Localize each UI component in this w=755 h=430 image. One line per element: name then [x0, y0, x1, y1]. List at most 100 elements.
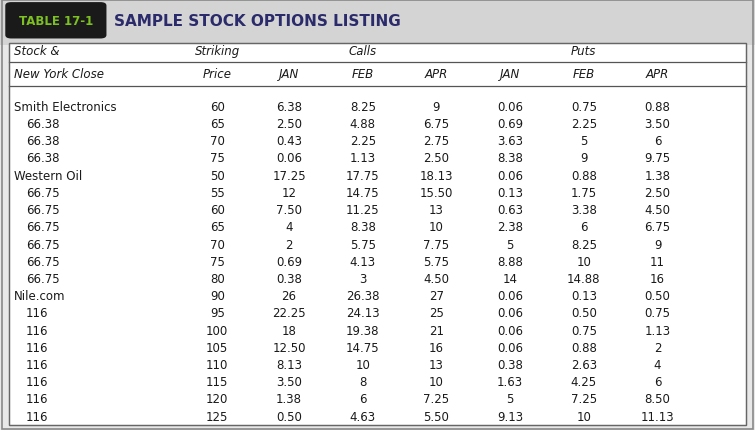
Text: 8.38: 8.38: [350, 221, 376, 234]
FancyBboxPatch shape: [0, 0, 755, 46]
Text: 2.63: 2.63: [571, 358, 597, 371]
Text: 116: 116: [26, 324, 48, 337]
Text: 6.75: 6.75: [424, 118, 449, 131]
Text: 2.75: 2.75: [424, 135, 449, 148]
Text: 11: 11: [650, 255, 665, 268]
Text: 0.75: 0.75: [571, 101, 596, 114]
Text: 6.75: 6.75: [645, 221, 670, 234]
Text: 0.06: 0.06: [497, 307, 523, 319]
Text: 116: 116: [26, 341, 48, 354]
Text: 13: 13: [429, 358, 444, 371]
Text: 2.38: 2.38: [497, 221, 523, 234]
Text: 10: 10: [429, 375, 444, 388]
Text: 5.75: 5.75: [424, 255, 449, 268]
Text: 4.63: 4.63: [350, 410, 376, 423]
Text: 6: 6: [654, 135, 661, 148]
Text: 6.38: 6.38: [276, 101, 302, 114]
Text: 5.50: 5.50: [424, 410, 449, 423]
Text: 26: 26: [282, 289, 297, 302]
Text: 16: 16: [429, 341, 444, 354]
Text: 8.13: 8.13: [276, 358, 302, 371]
Text: 3.63: 3.63: [497, 135, 523, 148]
Text: 116: 116: [26, 410, 48, 423]
Text: 0.13: 0.13: [571, 289, 596, 302]
Text: 66.75: 66.75: [26, 203, 60, 217]
Text: FEB: FEB: [352, 68, 374, 81]
Text: 75: 75: [210, 152, 225, 165]
Text: 17.75: 17.75: [346, 169, 380, 182]
Text: 7.25: 7.25: [424, 393, 449, 405]
Text: 0.75: 0.75: [571, 324, 596, 337]
Text: 24.13: 24.13: [346, 307, 380, 319]
Text: 70: 70: [210, 135, 225, 148]
Text: 116: 116: [26, 393, 48, 405]
Text: 0.50: 0.50: [571, 307, 596, 319]
Text: JAN: JAN: [279, 68, 299, 81]
Text: 66.75: 66.75: [26, 272, 60, 285]
Text: 60: 60: [210, 203, 225, 217]
Text: 66.38: 66.38: [26, 152, 59, 165]
Text: 116: 116: [26, 307, 48, 319]
Text: 4.88: 4.88: [350, 118, 376, 131]
Text: 0.06: 0.06: [497, 101, 523, 114]
Text: 0.43: 0.43: [276, 135, 302, 148]
Text: 3: 3: [359, 272, 366, 285]
Text: 18: 18: [282, 324, 297, 337]
Text: 125: 125: [206, 410, 229, 423]
Text: 4: 4: [654, 358, 661, 371]
Text: New York Close: New York Close: [14, 68, 103, 81]
Text: 18.13: 18.13: [420, 169, 453, 182]
Text: 66.75: 66.75: [26, 221, 60, 234]
Text: 0.06: 0.06: [497, 341, 523, 354]
Text: 9: 9: [654, 238, 661, 251]
Text: 9: 9: [580, 152, 587, 165]
Text: 0.75: 0.75: [645, 307, 670, 319]
Text: 0.69: 0.69: [497, 118, 523, 131]
Text: 7.50: 7.50: [276, 203, 302, 217]
Text: 14: 14: [503, 272, 518, 285]
FancyBboxPatch shape: [9, 43, 746, 425]
Text: 2.25: 2.25: [571, 118, 597, 131]
Text: 14.75: 14.75: [346, 341, 380, 354]
Text: 27: 27: [429, 289, 444, 302]
Text: 116: 116: [26, 358, 48, 371]
Text: 7.75: 7.75: [424, 238, 449, 251]
Text: 0.69: 0.69: [276, 255, 302, 268]
Text: 25: 25: [429, 307, 444, 319]
Text: 6: 6: [654, 375, 661, 388]
Text: 0.63: 0.63: [497, 203, 523, 217]
Text: 22.25: 22.25: [273, 307, 306, 319]
Text: 0.06: 0.06: [497, 169, 523, 182]
Text: 19.38: 19.38: [346, 324, 380, 337]
Text: 8.50: 8.50: [645, 393, 670, 405]
Text: 10: 10: [576, 255, 591, 268]
Text: 66.38: 66.38: [26, 118, 59, 131]
Text: 1.38: 1.38: [276, 393, 302, 405]
Text: 0.13: 0.13: [497, 187, 523, 200]
Text: 115: 115: [206, 375, 229, 388]
Text: 8.38: 8.38: [498, 152, 523, 165]
Text: 4.13: 4.13: [350, 255, 376, 268]
Text: 0.50: 0.50: [276, 410, 302, 423]
Text: 7.25: 7.25: [571, 393, 597, 405]
Text: 15.50: 15.50: [420, 187, 453, 200]
Text: 66.38: 66.38: [26, 135, 59, 148]
Text: 1.13: 1.13: [350, 152, 376, 165]
Text: 21: 21: [429, 324, 444, 337]
Text: 2.50: 2.50: [276, 118, 302, 131]
Text: 66.75: 66.75: [26, 255, 60, 268]
Text: Puts: Puts: [571, 45, 596, 58]
Text: 0.06: 0.06: [497, 324, 523, 337]
Text: 0.88: 0.88: [645, 101, 670, 114]
Text: 1.13: 1.13: [645, 324, 670, 337]
Text: 2.50: 2.50: [645, 187, 670, 200]
Text: Calls: Calls: [349, 45, 377, 58]
Text: Striking: Striking: [195, 45, 240, 58]
Text: 17.25: 17.25: [273, 169, 306, 182]
Text: TABLE 17-1: TABLE 17-1: [19, 15, 93, 28]
Text: 14.75: 14.75: [346, 187, 380, 200]
Text: Western Oil: Western Oil: [14, 169, 82, 182]
Text: SAMPLE STOCK OPTIONS LISTING: SAMPLE STOCK OPTIONS LISTING: [114, 14, 401, 29]
Text: 4: 4: [285, 221, 293, 234]
Text: 1.38: 1.38: [645, 169, 670, 182]
